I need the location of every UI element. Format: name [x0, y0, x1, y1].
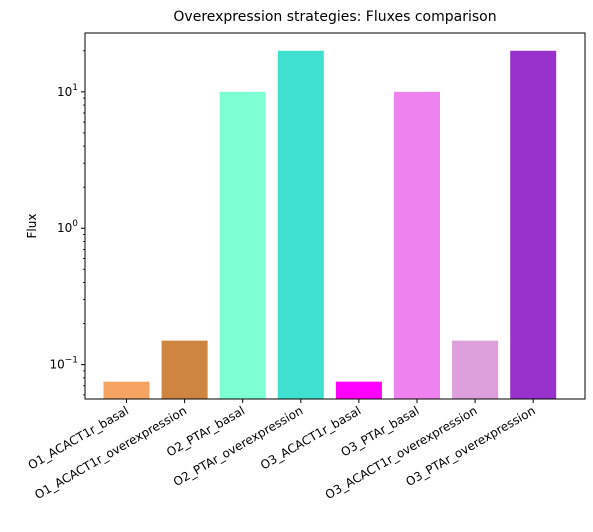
x-ticks-layer: O1_ACACT1r_basalO1_ACACT1r_overexpressio…	[26, 399, 538, 502]
chart-title: Overexpression strategies: Fluxes compar…	[173, 9, 496, 25]
bar-o3-acact1r-overexpression	[452, 340, 499, 399]
x-tick-label: O3_ACACT1r_basal	[258, 403, 363, 472]
y-tick-label: 100	[57, 219, 78, 235]
plot-area-frame	[84, 32, 586, 400]
y-tick-label: 10−1	[49, 356, 78, 372]
y-ticks-layer: 10−1 100 101	[49, 50, 85, 396]
y-axis-label: Flux	[25, 214, 39, 239]
bar-o1-acact1r-overexpression	[161, 340, 208, 399]
y-tick-label: 101	[57, 83, 78, 99]
bar-o2-ptar-overexpression	[277, 50, 324, 399]
bar-o2-ptar-basal	[219, 91, 266, 400]
bars-layer	[103, 50, 557, 400]
bar-o3-acact1r-basal	[335, 381, 382, 399]
bar-o1-acact1r-basal	[103, 381, 150, 399]
bar-o3-ptar-overexpression	[510, 50, 557, 399]
bar-o3-ptar-basal	[394, 91, 440, 400]
x-tick-label: O1_ACACT1r_basal	[26, 403, 131, 472]
